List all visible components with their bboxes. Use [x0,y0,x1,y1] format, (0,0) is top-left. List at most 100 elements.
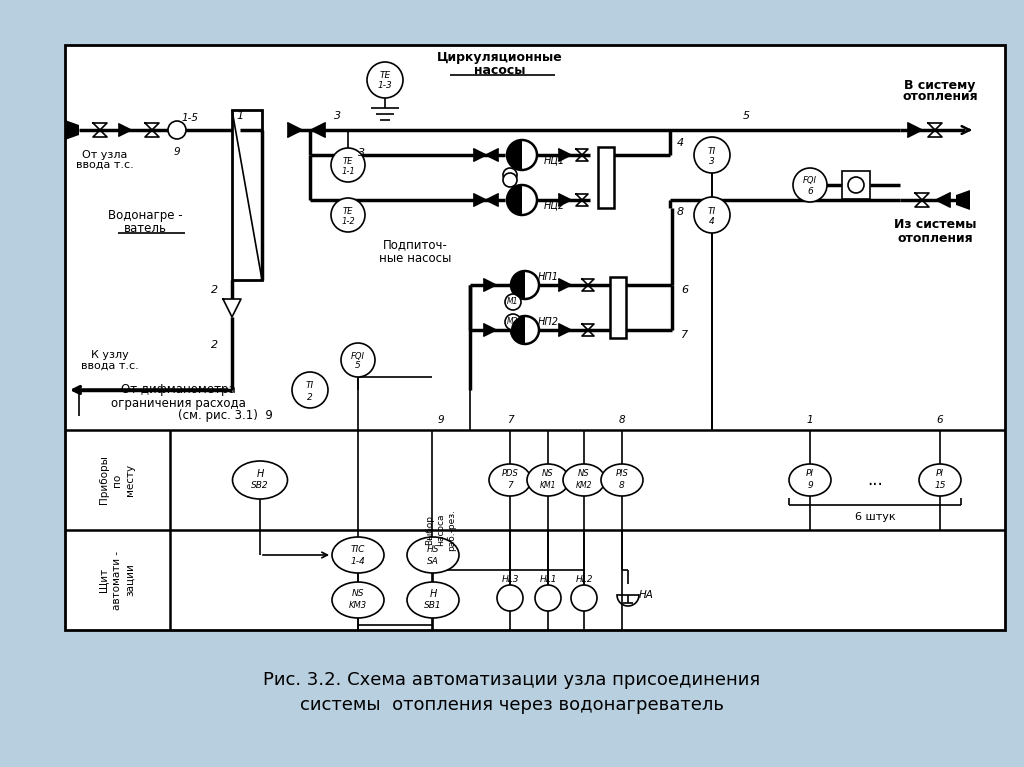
Text: 5: 5 [742,111,750,121]
Text: SB2: SB2 [251,482,269,491]
Text: 3: 3 [335,111,342,121]
Ellipse shape [489,464,531,496]
Text: HL3: HL3 [502,575,519,584]
Text: TI: TI [708,206,716,216]
Text: SB1: SB1 [424,601,441,611]
Text: Подпиточ-: Подпиточ- [383,239,447,252]
Text: H: H [429,589,436,599]
Circle shape [535,585,561,611]
Ellipse shape [407,537,459,573]
Text: 7: 7 [507,482,513,491]
Text: HS: HS [427,545,439,554]
Bar [610,277,626,338]
Circle shape [367,62,403,98]
Polygon shape [223,299,241,317]
Text: 9: 9 [437,415,444,425]
Polygon shape [288,123,302,137]
Polygon shape [936,193,950,207]
Polygon shape [484,279,496,291]
Text: KM3: KM3 [349,601,367,611]
Circle shape [292,372,328,408]
Text: ватель: ватель [124,222,167,235]
Text: 1-2: 1-2 [341,216,355,225]
Text: НП1: НП1 [538,272,558,282]
Ellipse shape [563,464,605,496]
Circle shape [571,585,597,611]
Text: 2: 2 [211,285,218,295]
Polygon shape [956,190,970,210]
Circle shape [511,316,539,344]
Polygon shape [559,149,571,161]
Text: М2: М2 [507,318,519,327]
Text: 6: 6 [681,285,688,295]
Text: (см. рис. 3.1)  9: (см. рис. 3.1) 9 [178,410,272,423]
Text: PIS: PIS [615,469,629,479]
Circle shape [505,294,521,310]
Text: 1: 1 [237,111,244,121]
Polygon shape [486,149,498,161]
Text: насосы: насосы [474,64,525,77]
Ellipse shape [790,464,831,496]
Text: Выбор
насоса
раб.-рез.: Выбор насоса раб.-рез. [425,509,457,551]
Circle shape [505,314,521,330]
Ellipse shape [919,464,961,496]
Text: 8: 8 [677,207,684,217]
Text: 1-3: 1-3 [378,81,392,91]
Text: 1-1: 1-1 [341,166,355,176]
Polygon shape [507,185,522,215]
Text: отопления: отопления [897,232,973,245]
Text: НЦ2: НЦ2 [544,200,564,210]
Text: 7: 7 [681,330,688,340]
Text: 1: 1 [807,415,813,425]
Text: НП2: НП2 [538,317,558,327]
Polygon shape [119,124,131,136]
Ellipse shape [332,537,384,573]
Circle shape [848,177,864,193]
Text: Приборы
по
месту: Приборы по месту [98,456,135,505]
Text: 5: 5 [355,361,360,370]
Text: TI: TI [306,380,314,390]
Text: NS: NS [579,469,590,479]
Polygon shape [559,324,571,336]
Text: 8: 8 [618,415,626,425]
Ellipse shape [332,582,384,618]
Polygon shape [486,194,498,206]
Text: В систему: В систему [904,78,976,91]
Text: 9: 9 [807,482,813,491]
Polygon shape [474,194,486,206]
Bar [65,45,1005,630]
Circle shape [168,121,186,139]
Text: FQI: FQI [803,176,817,186]
Circle shape [507,185,537,215]
Circle shape [694,197,730,233]
Text: Циркуляционные: Циркуляционные [437,51,563,64]
Text: От дифманометра: От дифманометра [121,384,236,397]
Polygon shape [908,123,922,137]
Polygon shape [484,324,496,336]
Ellipse shape [232,461,288,499]
Circle shape [694,137,730,173]
Text: TE: TE [343,156,353,166]
Text: SA: SA [427,557,439,565]
Text: ввода т.с.: ввода т.с. [81,361,139,371]
Text: ные насосы: ные насосы [379,252,452,265]
Text: HL1: HL1 [540,575,557,584]
Circle shape [511,271,539,299]
Text: 7: 7 [507,415,513,425]
Text: 8: 8 [620,482,625,491]
Text: HL2: HL2 [575,575,593,584]
Circle shape [793,168,827,202]
Circle shape [503,168,517,182]
Text: ограничения расхода: ограничения расхода [111,397,246,410]
Ellipse shape [601,464,643,496]
Text: 4: 4 [677,138,684,148]
Text: PDS: PDS [502,469,518,479]
Bar [842,171,870,199]
Text: 3: 3 [358,148,366,158]
Polygon shape [507,140,522,170]
Polygon shape [559,279,571,291]
Text: TIC: TIC [351,545,366,554]
Text: НА: НА [639,590,653,600]
Circle shape [331,198,365,232]
Text: NS: NS [352,590,365,598]
